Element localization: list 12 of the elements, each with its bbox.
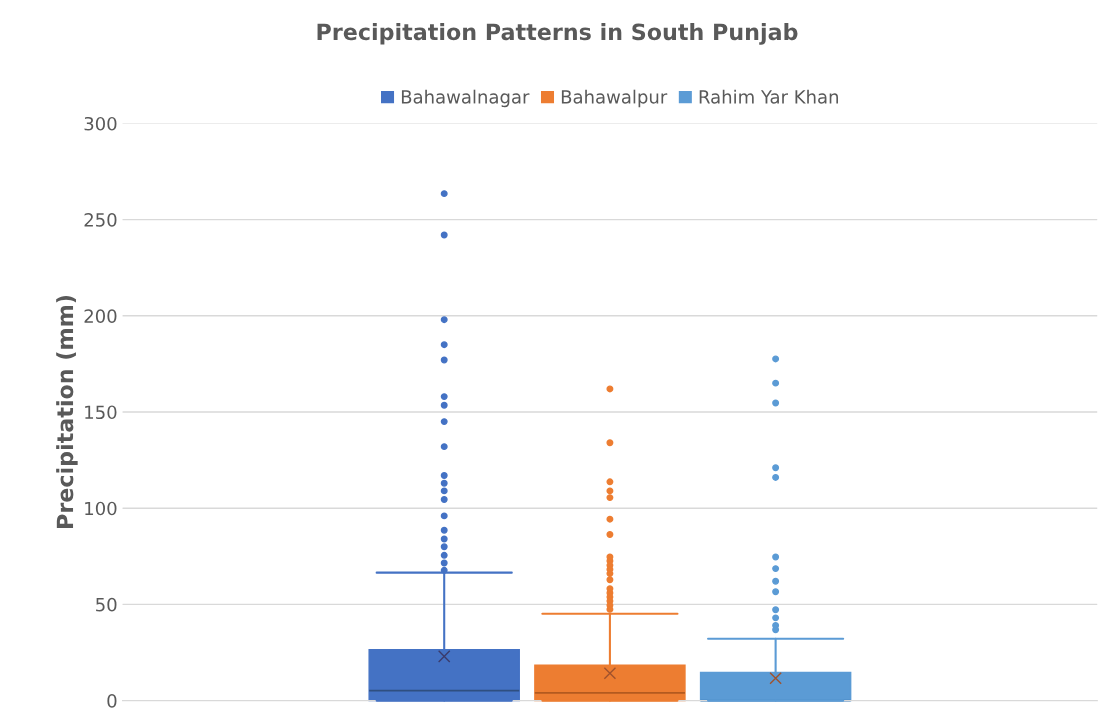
chart-title: Precipitation Patterns in South Punjab [317,23,798,45]
y-axis-title: Precipitation (mm) [56,295,78,528]
y-tick-label: 100 [85,501,117,516]
legend-label: Rahim Yar Khan [699,89,838,104]
legend-label: Bahawalnagar [401,89,530,108]
y-tick-label: 0 [107,694,117,708]
y-tick-label: 250 [84,213,117,227]
y-tick-label: 50 [96,597,117,612]
y-tick-label: 150 [85,405,117,420]
y-tick-label: 300 [84,116,117,131]
y-tick-label: 200 [84,309,117,323]
legend-label: Bahawalpur [561,89,668,108]
